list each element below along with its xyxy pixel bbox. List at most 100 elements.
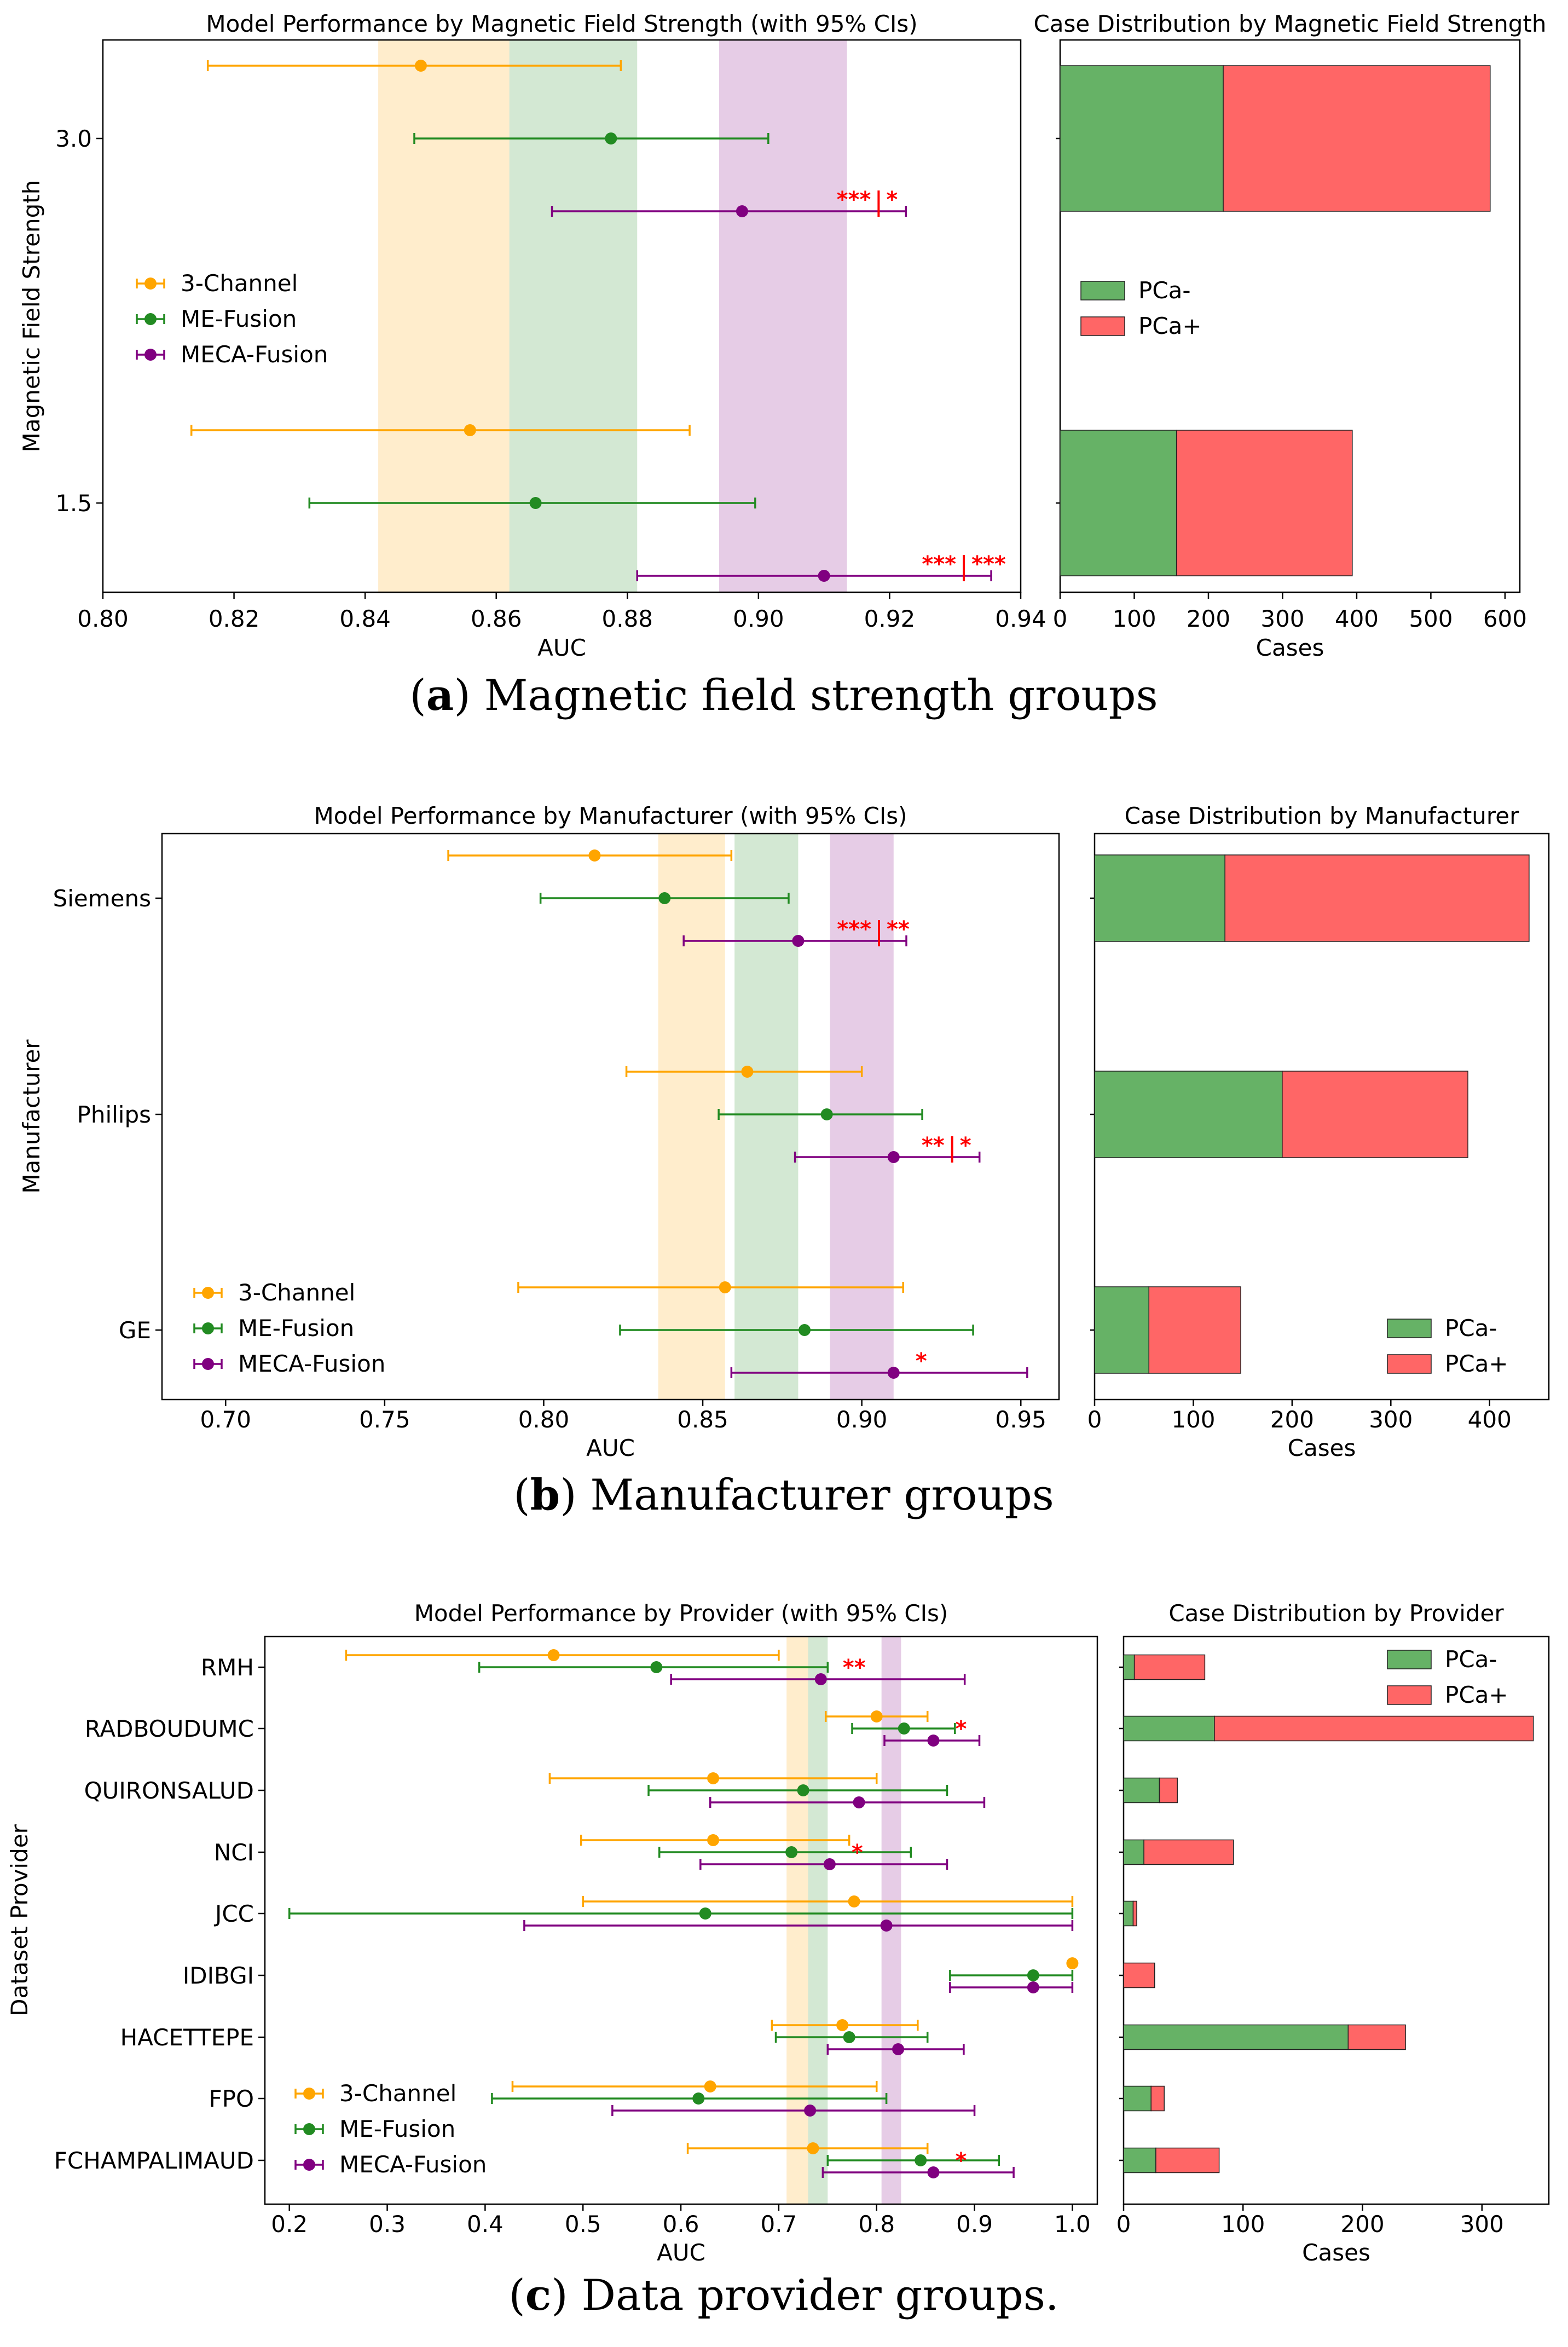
significance-mark: * — [960, 1133, 971, 1158]
caption-letter: c — [525, 2270, 552, 2320]
auc-point — [927, 2166, 940, 2178]
y-tick-label: NCI — [214, 1839, 254, 1866]
overall-ci-band — [509, 40, 638, 592]
auc-point — [1027, 1981, 1039, 1993]
legend-label: MECA-Fusion — [339, 2151, 487, 2178]
legend-label: PCa- — [1445, 1646, 1497, 1673]
significance-mark: *** — [837, 187, 871, 212]
legend-swatch — [1387, 1650, 1432, 1669]
bar-pca-pos — [1282, 1071, 1468, 1158]
x-tick-label: 200 — [1340, 2211, 1384, 2238]
auc-point — [605, 132, 617, 144]
auc-point — [547, 1649, 560, 1661]
legend-marker — [144, 313, 157, 325]
axes-frame — [102, 39, 1022, 593]
caption-paren: ( — [513, 1471, 530, 1520]
legend: PCa- PCa+ — [1387, 1315, 1508, 1377]
x-tick-label: 0.80 — [518, 1406, 570, 1433]
significance-mark: * — [955, 1716, 967, 1742]
significance-mark: ** — [887, 917, 910, 942]
y-tick-label: RADBOUDUMC — [85, 1715, 254, 1742]
bar-pca-pos — [1214, 1715, 1534, 1742]
x-axis-label: AUC — [586, 1435, 635, 1461]
legend-marker — [303, 2088, 315, 2100]
auc-point — [692, 2092, 705, 2105]
bar-pca-neg — [1060, 430, 1177, 576]
cases-chart-3: Case Distribution by Manufacturer 0 100 200… — [1087, 802, 1550, 1461]
legend-swatch — [1080, 281, 1125, 300]
legend-label: PCa+ — [1138, 313, 1202, 339]
x-tick-label: 1.0 — [1054, 2211, 1091, 2238]
legend-label: 3-Channel — [181, 270, 298, 297]
caption-text: Manufacturer groups — [577, 1471, 1054, 1520]
legend-marker — [202, 1322, 214, 1334]
auc-chart-4: Model Performance by Provider (with 95% … — [6, 1600, 1098, 2266]
x-tick-label: 0.82 — [209, 605, 260, 632]
x-tick-label: 400 — [1335, 605, 1379, 632]
caption-paren: ( — [409, 671, 426, 720]
x-tick-label: 0.85 — [677, 1406, 728, 1433]
bar-pca-pos — [1123, 1962, 1155, 1988]
bar-pca-neg — [1123, 2147, 1156, 2173]
bar-pca-pos — [1159, 1777, 1178, 1803]
legend-label: PCa- — [1138, 277, 1191, 304]
auc-point — [807, 2142, 819, 2154]
x-tick-label: 0.86 — [471, 605, 522, 632]
bar-pca-pos — [1133, 1654, 1206, 1680]
bar-pca-neg — [1060, 65, 1224, 212]
x-tick-label: 0 — [1087, 1406, 1102, 1433]
cases-chart-5: Case Distribution by Provider 0 100 200 300 C… — [1116, 1600, 1550, 2266]
auc-point — [898, 1722, 910, 1735]
overall-ci-band — [808, 1637, 828, 2204]
caption-paren: ) — [454, 671, 470, 720]
bar-pca-pos — [1176, 430, 1353, 576]
x-tick-label: 0.3 — [369, 2211, 406, 2238]
auc-point — [650, 1661, 663, 1673]
x-axis-label: Cases — [1256, 634, 1324, 661]
x-tick-label: 0.84 — [339, 605, 391, 632]
x-tick-label: 600 — [1483, 605, 1527, 632]
caption-paren: ) — [551, 2271, 568, 2320]
significance-mark: * — [852, 1840, 863, 1865]
legend-label: MECA-Fusion — [238, 1350, 385, 1377]
auc-point — [792, 935, 805, 947]
auc-point — [741, 1066, 754, 1078]
caption-letter: a — [426, 670, 454, 720]
legend-label: ME-Fusion — [238, 1315, 354, 1342]
bar-pca-neg — [1094, 1286, 1149, 1374]
x-tick-label: 200 — [1270, 1406, 1314, 1433]
x-tick-label: 100 — [1221, 2211, 1265, 2238]
auc-point — [799, 1324, 811, 1336]
legend-label: MECA-Fusion — [181, 341, 328, 368]
legend: 3-Channel ME-Fusion MECA-Fusion — [136, 270, 328, 368]
x-tick-label: 0.88 — [602, 605, 653, 632]
legend: PCa- PCa+ — [1387, 1646, 1508, 1708]
auc-point — [887, 1151, 900, 1163]
legend-label: PCa- — [1445, 1315, 1497, 1342]
significance-mark: * — [886, 187, 898, 212]
auc-point — [836, 2019, 849, 2031]
y-tick-label: GE — [119, 1317, 151, 1344]
legend: 3-Channel ME-Fusion MECA-Fusion — [294, 2080, 487, 2178]
y-axis-label: Manufacturer — [18, 1039, 45, 1194]
x-tick-label: 0.92 — [864, 605, 916, 632]
x-tick-label: 0 — [1053, 605, 1068, 632]
legend-label: 3-Channel — [339, 2080, 456, 2107]
chart-title: Case Distribution by Provider — [1168, 1600, 1504, 1627]
auc-point — [887, 1367, 900, 1379]
legend-swatch — [1387, 1685, 1432, 1705]
caption-text: Magnetic field strength groups — [471, 671, 1158, 720]
legend-label: PCa+ — [1445, 1681, 1508, 1708]
auc-point — [588, 849, 601, 862]
x-axis-label: AUC — [657, 2239, 705, 2266]
caption-letter: b — [530, 1470, 560, 1520]
cases-chart-1: Case Distribution by Magnetic Field Stre… — [1033, 10, 1546, 661]
x-tick-label: 400 — [1468, 1406, 1512, 1433]
x-tick-label: 0.75 — [359, 1406, 410, 1433]
auc-point — [843, 2031, 855, 2043]
legend-marker — [202, 1287, 214, 1299]
auc-point — [823, 1858, 836, 1870]
y-tick-label: HACETTEPE — [120, 2024, 254, 2051]
y-tick-label: QUIRONSALUD — [84, 1777, 254, 1804]
x-tick-label: 300 — [1369, 1406, 1413, 1433]
